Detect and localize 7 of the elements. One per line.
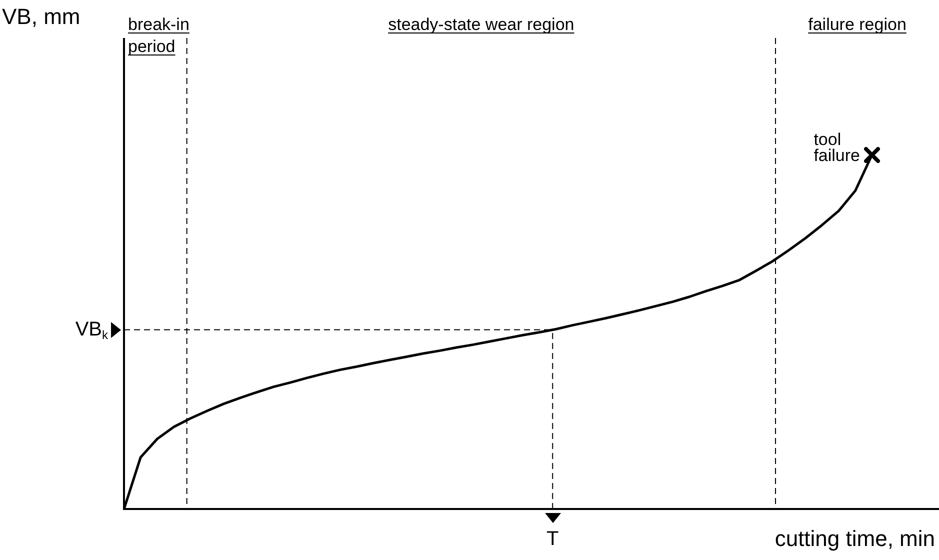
annotation: tool failure [814,130,860,165]
text: steady-state wear region [388,15,574,34]
x-axis-title: cutting time, min [774,526,935,551]
text: break-in period [128,15,190,56]
text: failure region [808,15,906,34]
text: T [546,528,559,550]
text: VB, mm [2,4,80,29]
